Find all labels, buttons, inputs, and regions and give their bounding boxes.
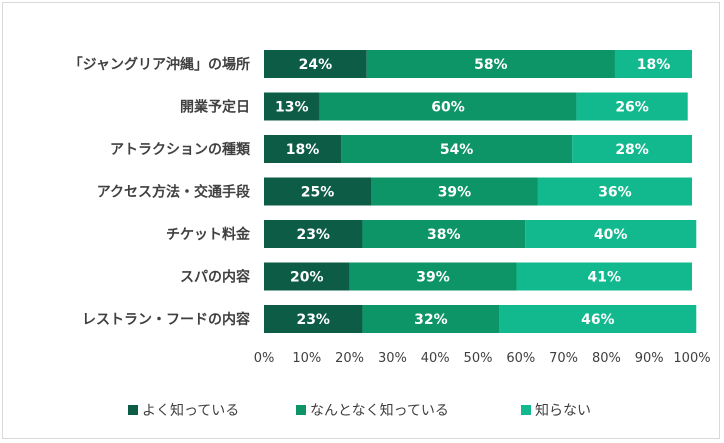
bar-segment xyxy=(537,177,692,206)
bar-segment xyxy=(264,177,371,206)
data-label: 60% xyxy=(431,100,465,116)
category-label: アトラクションの種類 xyxy=(110,141,251,158)
bar-segment xyxy=(366,50,615,78)
data-label: 13% xyxy=(275,100,309,116)
bar-segment xyxy=(341,135,573,163)
legend-label: よく知っている xyxy=(142,402,239,419)
data-label: 39% xyxy=(416,270,450,286)
bar-segment xyxy=(362,220,526,248)
x-tick-label: 40% xyxy=(421,351,450,366)
legend-swatch xyxy=(296,405,306,415)
x-tick-label: 70% xyxy=(549,351,578,366)
data-label: 28% xyxy=(615,142,649,158)
bar-segment xyxy=(576,92,688,121)
category-label: 開業予定日 xyxy=(180,99,250,116)
data-label: 32% xyxy=(414,312,448,328)
x-tick-label: 20% xyxy=(335,351,364,366)
category-label: スパの内容 xyxy=(180,269,250,286)
bar-segment xyxy=(614,50,692,78)
data-label: 23% xyxy=(296,227,330,243)
bar-segment xyxy=(264,220,363,248)
data-label: 23% xyxy=(296,312,330,328)
bar-segment xyxy=(264,262,350,291)
category-label: 「ジャングリア沖縄」の場所 xyxy=(69,56,250,73)
data-label: 54% xyxy=(440,142,474,158)
data-label: 40% xyxy=(594,227,628,243)
bar-segment xyxy=(499,305,697,333)
legend-swatch xyxy=(128,405,138,415)
data-label: 39% xyxy=(438,185,472,201)
data-label: 58% xyxy=(474,57,508,73)
legend-label: 知らない xyxy=(535,402,591,419)
bar-segment xyxy=(264,305,363,333)
bar-segment xyxy=(572,135,692,163)
data-label: 41% xyxy=(588,270,622,286)
data-label: 38% xyxy=(427,227,461,243)
bar-segment xyxy=(349,262,517,291)
x-tick-label: 60% xyxy=(506,351,535,366)
data-label: 24% xyxy=(299,57,333,73)
data-label: 18% xyxy=(286,142,320,158)
bar-segment xyxy=(264,135,342,163)
x-tick-label: 90% xyxy=(635,351,664,366)
data-label: 18% xyxy=(637,57,671,73)
category-label: チケット料金 xyxy=(166,226,251,243)
data-label: 20% xyxy=(290,270,324,286)
category-label: アクセス方法・交通手段 xyxy=(97,184,250,201)
x-tick-label: 50% xyxy=(464,351,493,366)
x-tick-label: 100% xyxy=(673,351,710,366)
bar-segment xyxy=(362,305,500,333)
legend-swatch xyxy=(521,405,531,415)
category-label: レストラン・フードの内容 xyxy=(82,311,250,328)
bar-segment xyxy=(319,92,577,121)
bar-segment xyxy=(264,50,367,78)
data-label: 26% xyxy=(615,100,649,116)
x-tick-label: 0% xyxy=(254,351,275,366)
x-tick-label: 10% xyxy=(292,351,321,366)
bar-segment xyxy=(371,177,538,206)
x-tick-label: 30% xyxy=(378,351,407,366)
data-label: 25% xyxy=(301,185,335,201)
bar-segment xyxy=(264,92,320,121)
legend-label: なんとなく知っている xyxy=(310,402,449,419)
bar-segment xyxy=(525,220,697,248)
data-label: 46% xyxy=(581,312,615,328)
data-label: 36% xyxy=(598,185,632,201)
x-tick-label: 80% xyxy=(592,351,621,366)
bar-segment xyxy=(516,262,692,291)
